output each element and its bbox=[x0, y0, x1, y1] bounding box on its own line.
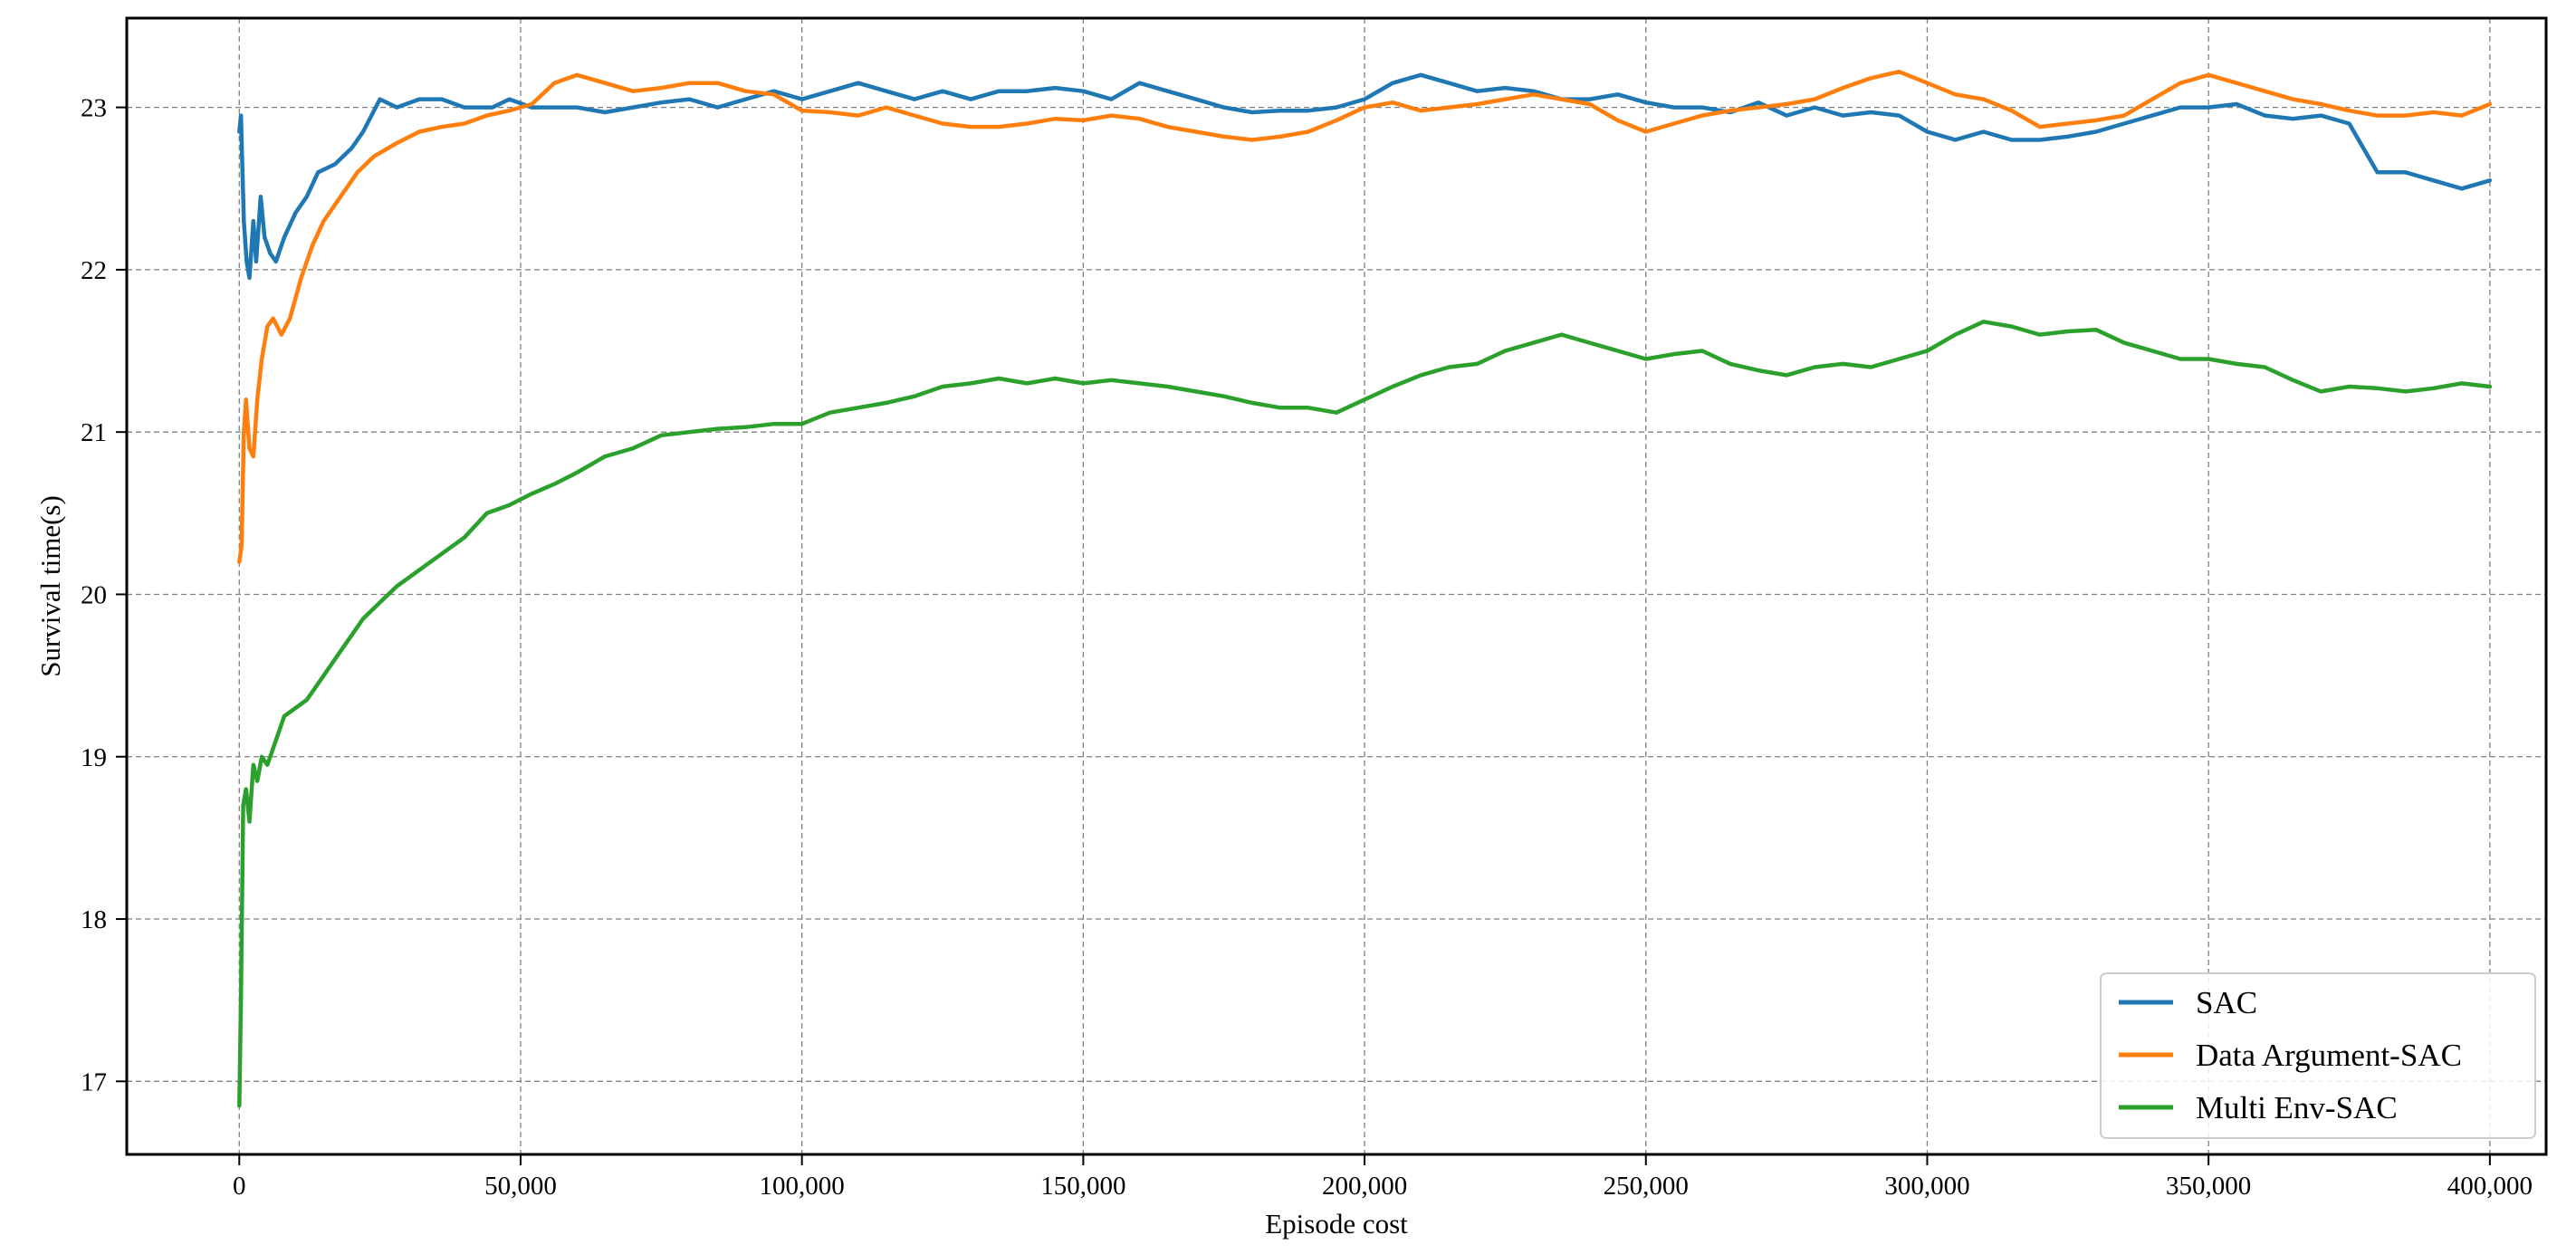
legend-label: Multi Env-SAC bbox=[2196, 1090, 2398, 1125]
y-tick-label: 21 bbox=[81, 418, 107, 447]
x-tick-label: 200,000 bbox=[1322, 1172, 1407, 1201]
y-tick-label: 22 bbox=[81, 256, 107, 285]
x-tick-label: 0 bbox=[233, 1172, 246, 1201]
series-line-2 bbox=[237, 69, 2493, 564]
x-tick-label: 50,000 bbox=[484, 1172, 557, 1201]
plot-frame bbox=[125, 16, 2548, 1156]
x-tick-label: 100,000 bbox=[760, 1172, 845, 1201]
series-line-3 bbox=[237, 320, 2493, 1108]
x-tick-label: 300,000 bbox=[1884, 1172, 1969, 1201]
legend-label: Data Argument-SAC bbox=[2196, 1038, 2462, 1073]
legend: SAC Data Argument-SAC Multi Env-SAC bbox=[2100, 972, 2536, 1139]
y-tick-label: 19 bbox=[81, 743, 107, 772]
legend-box bbox=[2100, 972, 2536, 1139]
x-axis-label: Episode cost bbox=[1265, 1208, 1408, 1240]
legend-label: SAC bbox=[2196, 985, 2257, 1020]
series-layer bbox=[237, 69, 2493, 1108]
y-tick-label: 18 bbox=[81, 905, 107, 934]
y-tick-label: 17 bbox=[81, 1067, 107, 1096]
x-tick-label: 350,000 bbox=[2166, 1172, 2251, 1201]
y-axis-label: Survival time(s) bbox=[34, 495, 66, 677]
series-line-1 bbox=[237, 72, 2493, 281]
ticks: 0 50,000 100,000 150,000 200,000 250,000 300,0… bbox=[81, 94, 2533, 1201]
y-tick-label: 23 bbox=[81, 94, 107, 123]
x-tick-label: 400,000 bbox=[2447, 1172, 2533, 1201]
x-tick-label: 150,000 bbox=[1040, 1172, 1125, 1201]
x-tick-label: 250,000 bbox=[1604, 1172, 1689, 1201]
y-tick-label: 20 bbox=[81, 580, 107, 609]
